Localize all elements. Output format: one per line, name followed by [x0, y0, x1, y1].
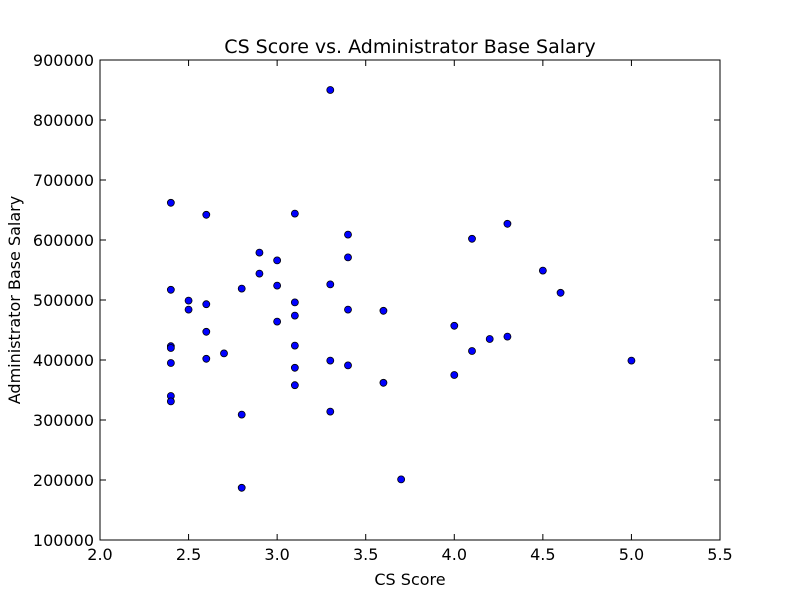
scatter-point: [326, 86, 335, 94]
x-tick-label: 3.5: [353, 545, 378, 564]
y-tick-label: 700000: [33, 171, 94, 190]
y-tick-label: 400000: [33, 351, 94, 370]
y-tick-label: 300000: [33, 411, 94, 430]
scatter-point: [290, 341, 299, 350]
scatter-point: [273, 317, 282, 326]
x-axis-ticks: 2.0 2.5 3.0 3.5 4.0 4.5 5.0 5.5: [87, 60, 733, 564]
y-tick-label: 100000: [33, 531, 94, 550]
y-tick-label: 800000: [33, 111, 94, 130]
scatter-point: [166, 397, 175, 406]
scatter-point: [503, 332, 512, 341]
scatter-point: [344, 230, 352, 239]
scatter-point: [166, 198, 175, 207]
scatter-point: [184, 296, 193, 305]
scatter-point: [450, 371, 459, 379]
scatter-point: [166, 344, 175, 352]
scatter-point: [503, 219, 512, 228]
scatter-point: [290, 363, 299, 372]
scatter-point: [326, 356, 335, 365]
scatter-point: [290, 209, 299, 218]
scatter-point: [237, 284, 246, 293]
scatter-point: [255, 269, 264, 278]
scatter-point: [627, 356, 636, 365]
x-tick-label: 5.0: [619, 545, 644, 564]
scatter-point: [202, 354, 211, 363]
scatter-point: [379, 306, 388, 315]
x-tick-label: 4.0: [442, 545, 467, 564]
scatter-point: [237, 483, 246, 492]
y-axis-ticks: 100000 200000 300000 400000 500000 600000 7000…: [33, 51, 720, 550]
scatter-point: [202, 327, 211, 336]
scatter-point: [538, 266, 547, 275]
y-tick-label: 600000: [33, 231, 94, 250]
scatter-point: [450, 321, 459, 330]
chart-title: CS Score vs. Administrator Base Salary: [224, 36, 595, 58]
scatter-point: [237, 410, 246, 419]
x-tick-label: 5.5: [707, 545, 732, 564]
scatter-point: [290, 298, 299, 307]
scatter-point: [556, 288, 565, 297]
scatter-point: [326, 407, 335, 416]
y-tick-label: 500000: [33, 291, 94, 310]
scatter-point: [220, 349, 228, 358]
x-tick-label: 3.0: [264, 545, 289, 564]
y-axis-label: Administrator Base Salary: [5, 196, 24, 404]
x-tick-label: 2.0: [87, 545, 112, 564]
y-tick-label: 900000: [33, 51, 94, 70]
scatter-point: [379, 378, 388, 387]
scatter-point: [166, 359, 175, 367]
scatter-point: [485, 335, 494, 343]
scatter-point: [344, 253, 352, 262]
scatter-point: [468, 347, 476, 355]
scatter-point: [273, 281, 282, 290]
scatter-point: [344, 361, 352, 370]
scatter-point: [397, 475, 406, 484]
scatter-point: [273, 256, 282, 265]
scatter-point: [255, 248, 264, 257]
plot-area: [99, 59, 721, 541]
scatter-point: [166, 285, 175, 294]
scatter-point: [202, 210, 211, 219]
x-axis-label: CS Score: [374, 570, 445, 589]
scatter-point: [290, 311, 299, 320]
scatter-point: [202, 300, 211, 309]
axes-frame: [99, 59, 721, 541]
scatter-point: [326, 280, 335, 289]
scatter-point: [290, 381, 299, 390]
x-tick-label: 2.5: [176, 545, 201, 564]
scatter-point: [184, 305, 193, 314]
scatter-point: [468, 234, 476, 243]
x-tick-label: 4.5: [530, 545, 555, 564]
y-tick-label: 200000: [33, 471, 94, 490]
scatter-point: [344, 305, 352, 314]
